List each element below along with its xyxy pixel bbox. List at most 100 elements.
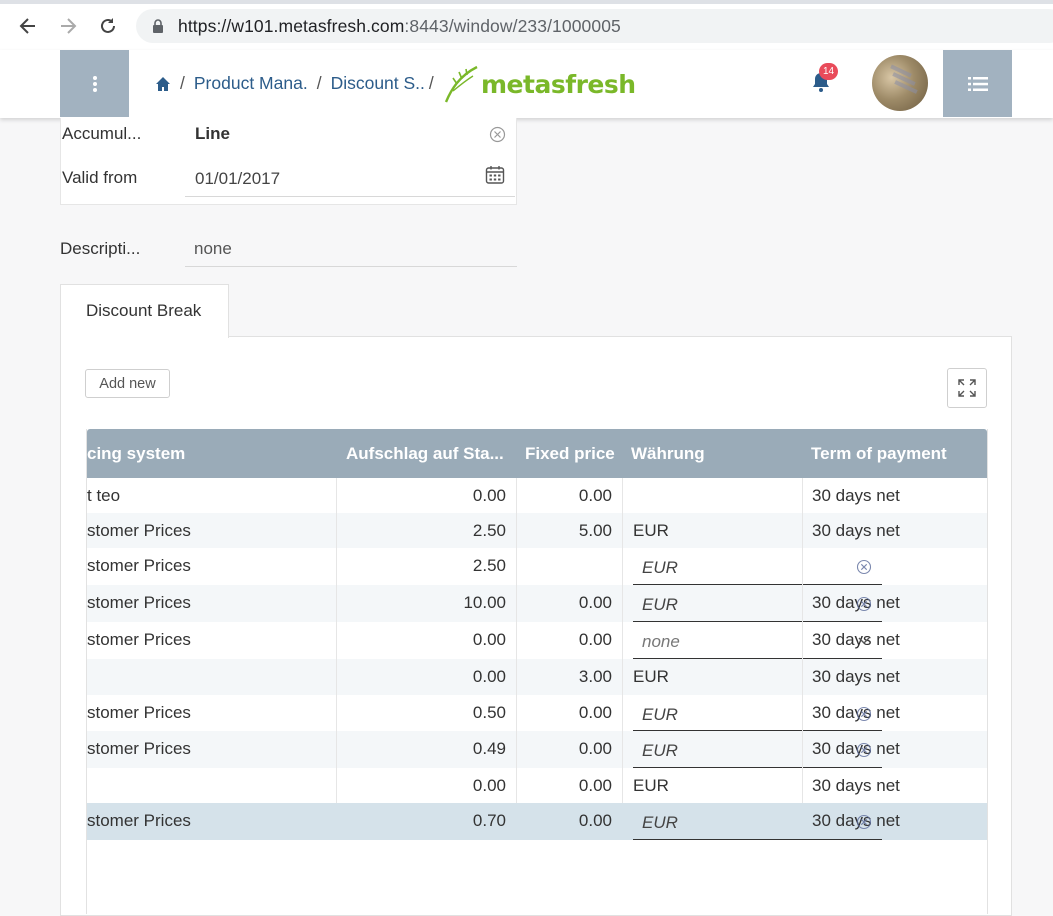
discount-break-table: cing system Aufschlag auf Sta... Fixed p… <box>86 429 988 914</box>
tab-discount-break[interactable]: Discount Break <box>60 284 229 338</box>
breadcrumb-item-discount[interactable]: Discount S.. <box>330 73 425 93</box>
cell-surcharge: 0.00 <box>472 486 506 505</box>
clear-icon[interactable] <box>856 814 872 830</box>
description-underline <box>185 266 517 267</box>
cell-currency-input: EUR <box>642 595 678 614</box>
cell-pricing-system: stomer Prices <box>87 593 191 612</box>
table-row[interactable]: 0.00 0.00 EUR 30 days net <box>87 768 987 803</box>
cell-fixed-price: 0.00 <box>578 486 612 505</box>
cell-pricing-system: stomer Prices <box>87 556 191 575</box>
avatar-image <box>890 64 918 94</box>
table-row[interactable]: stomer Prices 0.50 0.00 EUR 30 days net <box>87 695 987 731</box>
table-row[interactable]: stomer Prices 0.70 0.00 EUR 30 days net <box>87 803 987 840</box>
currency-input-underline <box>633 621 882 622</box>
clear-icon[interactable] <box>856 706 872 722</box>
cell-currency-input: EUR <box>642 813 678 832</box>
breadcrumb-item-product[interactable]: Product Mana. <box>193 73 308 93</box>
column-divider <box>336 478 337 803</box>
cell-pricing-system: stomer Prices <box>87 703 191 722</box>
table-header: cing system Aufschlag auf Sta... Fixed p… <box>87 429 987 478</box>
forward-button[interactable] <box>50 8 86 44</box>
column-divider <box>516 478 517 803</box>
cell-term-of-payment: 30 days net <box>812 667 900 686</box>
accumulation-value[interactable]: Line <box>195 124 230 143</box>
column-header-pricing-system[interactable]: cing system <box>87 444 186 463</box>
valid-from-input[interactable]: 01/01/2017 <box>195 169 281 188</box>
currency-input-underline <box>633 658 882 659</box>
description-label: Descripti... <box>60 239 141 258</box>
cell-term-of-payment: 30 days net <box>812 811 900 830</box>
table-row[interactable]: stomer Prices 2.50 5.00 EUR 30 days net <box>87 513 987 548</box>
breadcrumb-separator: / <box>428 73 434 93</box>
cell-surcharge: 0.00 <box>472 776 506 795</box>
reload-button[interactable] <box>90 8 126 44</box>
cell-surcharge: 0.00 <box>472 667 506 686</box>
lock-icon <box>153 19 163 33</box>
home-icon[interactable] <box>155 76 171 92</box>
cell-pricing-system: stomer Prices <box>87 811 191 830</box>
cell-fixed-price: 0.00 <box>578 739 612 758</box>
url-text: https://w101.metasfresh.com:8443/window/… <box>178 16 621 36</box>
cell-fixed-price: 0.00 <box>578 811 612 830</box>
avatar[interactable] <box>872 55 928 111</box>
cell-fixed-price: 0.00 <box>578 776 612 795</box>
clear-icon[interactable] <box>856 559 872 575</box>
table-row[interactable]: 0.00 3.00 EUR 30 days net <box>87 659 987 695</box>
cell-surcharge: 0.50 <box>472 703 506 722</box>
table-row[interactable]: stomer Prices 0.49 0.00 EUR 30 days net <box>87 731 987 768</box>
valid-from-label: Valid from <box>62 168 138 187</box>
column-header-currency[interactable]: Währung <box>631 444 705 463</box>
address-bar[interactable]: https://w101.metasfresh.com:8443/window/… <box>136 9 1053 43</box>
table-row[interactable]: stomer Prices 2.50 EUR <box>87 548 987 585</box>
tab-label: Discount Break <box>86 301 202 320</box>
cell-surcharge: 0.00 <box>472 630 506 649</box>
cell-term-of-payment: 30 days net <box>812 739 900 758</box>
description-input[interactable]: none <box>194 239 232 258</box>
breadcrumb-separator: / <box>180 73 185 93</box>
chevron-down-icon[interactable] <box>858 637 870 645</box>
table-row[interactable]: t teo 0.00 0.00 30 days net <box>87 478 987 513</box>
valid-from-underline <box>185 196 515 197</box>
cell-currency-input: EUR <box>642 558 678 577</box>
expand-icon <box>958 379 976 397</box>
column-header-surcharge[interactable]: Aufschlag auf Sta... <box>346 444 504 463</box>
leaf-logo-icon <box>444 65 478 103</box>
cell-surcharge: 0.70 <box>472 811 506 830</box>
cell-pricing-system: stomer Prices <box>87 630 191 649</box>
cell-surcharge: 2.50 <box>472 556 506 575</box>
fullscreen-button[interactable] <box>947 368 987 408</box>
clear-icon[interactable] <box>489 126 506 143</box>
add-new-button[interactable]: Add new <box>85 369 170 398</box>
logo-text: metasfresh <box>481 69 636 99</box>
currency-input-underline <box>633 584 882 585</box>
cell-currency-input: none <box>642 632 680 651</box>
cell-term-of-payment: 30 days net <box>812 630 900 649</box>
menu-button[interactable] <box>60 50 129 117</box>
accumulation-label: Accumul... <box>62 124 142 143</box>
cell-currency-input: EUR <box>642 705 678 724</box>
currency-input-underline <box>633 730 882 731</box>
column-header-term-of-payment[interactable]: Term of payment <box>811 444 947 463</box>
cell-currency: EUR <box>633 776 669 795</box>
browser-toolbar: https://w101.metasfresh.com:8443/window/… <box>0 0 1053 50</box>
cell-surcharge: 10.00 <box>463 593 506 612</box>
cell-currency: EUR <box>633 667 669 686</box>
list-icon <box>967 76 988 91</box>
cell-pricing-system: stomer Prices <box>87 739 191 758</box>
side-list-button[interactable] <box>943 50 1012 117</box>
column-header-fixed-price[interactable]: Fixed price <box>525 444 615 463</box>
arrow-right-icon <box>61 18 77 34</box>
cell-term-of-payment: 30 days net <box>812 593 900 612</box>
table-row[interactable]: stomer Prices 10.00 0.00 EUR 30 days net <box>87 585 987 622</box>
cell-term-of-payment: 30 days net <box>812 486 900 505</box>
arrow-left-icon <box>19 18 35 34</box>
back-button[interactable] <box>10 8 46 44</box>
clear-icon[interactable] <box>856 742 872 758</box>
breadcrumb-separator: / <box>316 73 322 93</box>
currency-input-underline <box>633 839 882 840</box>
currency-input-underline <box>633 767 882 768</box>
cell-term-of-payment: 30 days net <box>812 521 900 540</box>
calendar-icon[interactable] <box>485 165 505 185</box>
table-row[interactable]: stomer Prices 0.00 0.00 none 30 days net <box>87 622 987 659</box>
clear-icon[interactable] <box>856 596 872 612</box>
